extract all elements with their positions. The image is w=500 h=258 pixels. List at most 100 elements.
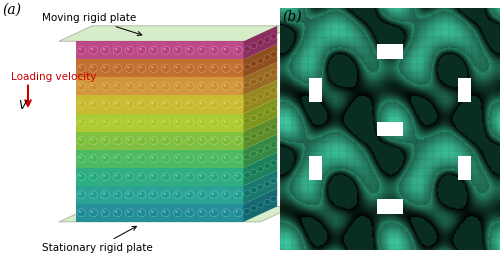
Circle shape bbox=[150, 119, 158, 126]
Circle shape bbox=[127, 120, 130, 123]
Circle shape bbox=[113, 119, 122, 126]
Circle shape bbox=[270, 70, 277, 75]
Circle shape bbox=[222, 155, 230, 163]
Circle shape bbox=[163, 66, 166, 68]
Circle shape bbox=[125, 101, 134, 108]
Circle shape bbox=[222, 101, 230, 108]
Bar bbox=[458, 78, 471, 102]
Circle shape bbox=[234, 64, 242, 72]
Circle shape bbox=[163, 84, 166, 86]
Circle shape bbox=[224, 192, 226, 195]
Circle shape bbox=[222, 173, 230, 181]
Circle shape bbox=[101, 209, 110, 217]
Circle shape bbox=[137, 209, 146, 217]
Circle shape bbox=[264, 163, 270, 169]
Circle shape bbox=[115, 192, 117, 195]
Circle shape bbox=[200, 48, 202, 50]
Circle shape bbox=[270, 52, 277, 57]
Circle shape bbox=[127, 211, 130, 213]
Circle shape bbox=[224, 138, 226, 141]
Circle shape bbox=[244, 118, 250, 124]
Text: V: V bbox=[18, 99, 26, 112]
Circle shape bbox=[244, 190, 250, 196]
Circle shape bbox=[210, 119, 218, 126]
Circle shape bbox=[77, 46, 86, 54]
Circle shape bbox=[258, 76, 264, 82]
Circle shape bbox=[174, 101, 182, 108]
Circle shape bbox=[151, 156, 154, 159]
Polygon shape bbox=[76, 204, 243, 222]
Circle shape bbox=[113, 64, 122, 72]
Circle shape bbox=[264, 55, 270, 60]
Circle shape bbox=[200, 84, 202, 86]
Circle shape bbox=[125, 191, 134, 199]
Circle shape bbox=[115, 48, 117, 50]
Circle shape bbox=[137, 137, 146, 144]
Circle shape bbox=[115, 120, 117, 123]
Circle shape bbox=[90, 138, 94, 141]
Circle shape bbox=[264, 109, 270, 115]
Text: (b): (b) bbox=[282, 10, 302, 24]
Circle shape bbox=[163, 192, 166, 195]
Circle shape bbox=[250, 133, 257, 139]
Circle shape bbox=[89, 64, 98, 72]
Circle shape bbox=[224, 211, 226, 213]
Circle shape bbox=[101, 173, 110, 181]
Circle shape bbox=[78, 138, 81, 141]
Circle shape bbox=[258, 94, 264, 100]
Circle shape bbox=[175, 48, 178, 50]
Circle shape bbox=[162, 137, 170, 144]
Polygon shape bbox=[244, 134, 277, 168]
Circle shape bbox=[175, 211, 178, 213]
Circle shape bbox=[187, 156, 190, 159]
Circle shape bbox=[234, 101, 242, 108]
Circle shape bbox=[210, 83, 218, 90]
Polygon shape bbox=[244, 170, 277, 204]
Circle shape bbox=[78, 156, 81, 159]
Circle shape bbox=[200, 156, 202, 159]
Circle shape bbox=[78, 48, 81, 50]
Circle shape bbox=[77, 119, 86, 126]
Circle shape bbox=[151, 84, 154, 86]
Text: Stationary rigid plate: Stationary rigid plate bbox=[42, 226, 153, 253]
Circle shape bbox=[264, 91, 270, 96]
Circle shape bbox=[212, 66, 214, 68]
Bar bbox=[377, 199, 403, 214]
Circle shape bbox=[89, 173, 98, 181]
Circle shape bbox=[78, 120, 81, 123]
Circle shape bbox=[139, 66, 141, 68]
Circle shape bbox=[101, 155, 110, 163]
Circle shape bbox=[77, 137, 86, 144]
Circle shape bbox=[150, 155, 158, 163]
Circle shape bbox=[210, 64, 218, 72]
Polygon shape bbox=[76, 95, 243, 114]
Circle shape bbox=[212, 211, 214, 213]
Circle shape bbox=[258, 148, 264, 154]
Circle shape bbox=[186, 119, 194, 126]
Circle shape bbox=[89, 137, 98, 144]
Circle shape bbox=[151, 66, 154, 68]
Circle shape bbox=[212, 156, 214, 159]
Polygon shape bbox=[59, 206, 294, 222]
Circle shape bbox=[236, 84, 238, 86]
Polygon shape bbox=[244, 62, 277, 95]
Circle shape bbox=[90, 48, 94, 50]
Circle shape bbox=[162, 155, 170, 163]
Circle shape bbox=[210, 191, 218, 199]
Circle shape bbox=[137, 101, 146, 108]
Circle shape bbox=[234, 137, 242, 144]
Circle shape bbox=[89, 119, 98, 126]
Circle shape bbox=[198, 209, 206, 217]
Circle shape bbox=[174, 155, 182, 163]
Circle shape bbox=[250, 97, 257, 103]
Circle shape bbox=[77, 173, 86, 181]
Polygon shape bbox=[76, 132, 243, 150]
Polygon shape bbox=[244, 26, 277, 59]
Circle shape bbox=[125, 119, 134, 126]
Circle shape bbox=[210, 46, 218, 54]
Circle shape bbox=[89, 101, 98, 108]
Circle shape bbox=[163, 156, 166, 159]
Circle shape bbox=[127, 84, 130, 86]
Polygon shape bbox=[76, 77, 243, 95]
Circle shape bbox=[175, 138, 178, 141]
